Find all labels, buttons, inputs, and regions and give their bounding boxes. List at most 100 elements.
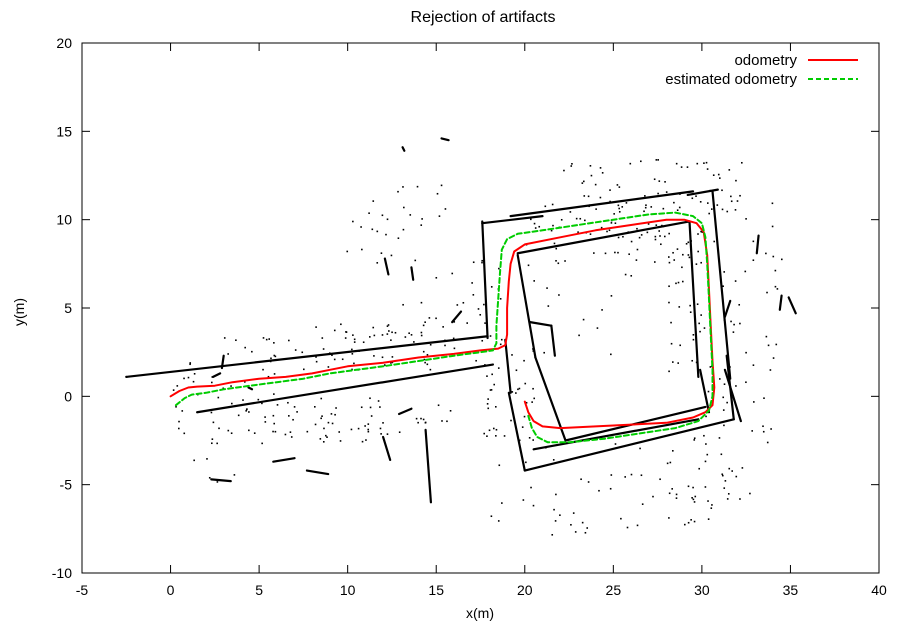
- scan-point: [722, 409, 725, 411]
- scan-point: [313, 406, 316, 408]
- scan-point: [235, 339, 237, 342]
- scan-point: [444, 208, 447, 210]
- scan-point: [668, 285, 670, 288]
- scan-point: [390, 339, 392, 341]
- scan-point: [521, 426, 524, 428]
- scan-point: [579, 217, 582, 220]
- scan-point: [673, 201, 675, 204]
- scan-point: [559, 514, 561, 516]
- scan-point: [766, 291, 768, 294]
- scan-point: [533, 397, 536, 400]
- x-tick-label: 20: [517, 582, 533, 598]
- scan-point: [732, 331, 735, 333]
- scan-point: [361, 248, 363, 251]
- scan-point: [654, 261, 656, 263]
- scan-point: [706, 202, 709, 204]
- scan-point: [722, 396, 725, 399]
- scan-wall: [723, 299, 732, 318]
- scan-point: [302, 368, 305, 371]
- scan-point: [272, 414, 275, 417]
- scan-point: [391, 331, 393, 334]
- scan-point: [367, 430, 370, 433]
- scan-point: [290, 436, 293, 438]
- scan-point: [667, 256, 670, 258]
- scan-point: [600, 226, 603, 229]
- scan-point: [604, 252, 607, 255]
- scan-point: [326, 436, 328, 438]
- scan-point: [176, 385, 179, 387]
- scan-point: [351, 348, 353, 351]
- scan-point: [251, 350, 253, 353]
- scan-point: [569, 211, 572, 213]
- scan-point: [230, 385, 232, 387]
- scan-point: [774, 285, 777, 288]
- scan-point: [334, 413, 336, 416]
- scan-point: [350, 428, 353, 431]
- scan-point: [402, 303, 404, 306]
- scan-point: [272, 430, 274, 433]
- scan-point: [532, 350, 535, 352]
- scan-wall: [787, 296, 797, 315]
- series-line-estimated-odometry: [174, 211, 714, 444]
- scan-point: [386, 433, 389, 435]
- scan-point: [320, 417, 322, 420]
- scan-point: [323, 427, 325, 430]
- scan-wall: [211, 372, 222, 378]
- scan-point: [726, 401, 728, 404]
- scan-point: [274, 430, 277, 433]
- y-tick-label: -5: [60, 477, 73, 493]
- scan-point: [262, 368, 264, 371]
- scan-point: [686, 166, 689, 168]
- scan-point: [510, 419, 512, 422]
- scan-point: [676, 209, 679, 212]
- scan-point: [668, 232, 670, 235]
- scan-point: [314, 423, 317, 426]
- scan-point: [523, 415, 526, 418]
- scan-point: [253, 432, 256, 434]
- scan-point: [735, 179, 737, 182]
- scan-point: [673, 259, 676, 261]
- scan-point: [528, 436, 531, 439]
- scan-point: [264, 416, 266, 418]
- scan-point: [752, 364, 755, 366]
- scan-point: [594, 183, 597, 186]
- scan-point: [644, 195, 646, 197]
- scan-point: [284, 433, 287, 436]
- scan-wall: [532, 418, 700, 451]
- scan-point: [707, 390, 710, 393]
- scan-point: [555, 493, 557, 496]
- scan-wall: [528, 321, 553, 327]
- scan-point: [330, 413, 333, 415]
- scan-point: [532, 348, 534, 350]
- scan-point: [687, 485, 690, 488]
- scan-point: [677, 362, 679, 364]
- scan-point: [697, 233, 699, 235]
- scan-point: [638, 236, 641, 239]
- scan-point: [772, 255, 775, 258]
- scan-point: [486, 403, 489, 405]
- scan-point: [381, 214, 384, 217]
- scan-point: [394, 331, 397, 334]
- scan-point: [626, 526, 629, 529]
- scan-point: [697, 250, 699, 253]
- scan-point: [385, 233, 387, 236]
- scan-point: [641, 503, 644, 505]
- scan-point: [564, 260, 566, 262]
- scan-point: [621, 206, 624, 208]
- scan-point: [368, 336, 371, 338]
- scan-point: [276, 404, 279, 406]
- scan-point: [372, 326, 375, 329]
- scan-point: [691, 497, 693, 499]
- scan-point: [662, 207, 665, 210]
- scan-point: [581, 182, 584, 184]
- scan-point: [588, 205, 590, 208]
- scan-point: [580, 478, 582, 481]
- scan-point: [331, 422, 334, 425]
- y-axis: -10 -5 0 5 10 15 20: [52, 35, 879, 581]
- scan-point: [377, 400, 380, 402]
- scan-point: [546, 287, 548, 289]
- scan-point: [497, 520, 500, 522]
- scan-point: [563, 169, 565, 172]
- scan-point: [424, 421, 427, 424]
- scan-point: [208, 476, 211, 479]
